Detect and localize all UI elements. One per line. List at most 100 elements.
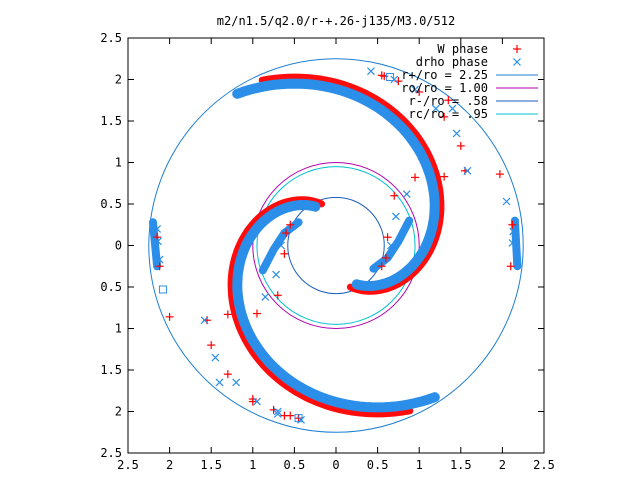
drho-phase-point	[154, 237, 162, 246]
w-phase-point	[155, 262, 164, 271]
circle-rc	[256, 166, 416, 325]
legend-plus-marker	[513, 45, 521, 53]
w-phase-point	[207, 341, 216, 350]
drho-phase-point	[253, 397, 261, 406]
spiral-arm-blue-0	[232, 78, 440, 291]
w-phase-point	[282, 229, 291, 238]
w-phase-point	[456, 141, 465, 150]
w-phase-point	[165, 312, 174, 321]
x-tick-label: 2	[499, 458, 506, 472]
w-phase-point	[383, 233, 392, 242]
w-phase-point	[495, 170, 504, 179]
w-phase-point	[273, 291, 282, 300]
legend-label-r-minus: r-/ro = .58	[409, 94, 488, 108]
legend-entry-rc: rc/ro = .95	[409, 107, 538, 121]
outer-segment-0	[510, 216, 522, 271]
w-phase-point	[223, 310, 232, 319]
drho-phase-point	[431, 104, 440, 113]
x-tick-label: 2	[166, 458, 173, 472]
spiral-arm-red-1	[227, 196, 414, 418]
legend-label-rc: rc/ro = .95	[409, 107, 488, 121]
w-phase-point	[440, 172, 449, 181]
drho-phase-point	[508, 239, 517, 247]
drho-phase-point	[502, 197, 511, 206]
y-tick-label: 2.5	[100, 31, 122, 45]
legend-label-drho-phase: drho phase	[416, 55, 488, 69]
legend-label-r-plus: r+/ro = 2.25	[401, 68, 488, 82]
y-tick-label: 0.5	[100, 197, 122, 211]
x-tick-label: 1.5	[450, 458, 472, 472]
w-phase-point	[248, 397, 257, 406]
drho-phase-point	[200, 316, 209, 325]
w-phase-point	[280, 411, 289, 420]
drho-phase-point	[509, 227, 518, 236]
circle-r-minus	[287, 196, 385, 295]
legend-entry-r-minus: r-/ro = .58	[409, 94, 538, 108]
legend-cross-marker	[513, 58, 521, 66]
y-tick-label: 1.5	[100, 363, 122, 377]
w-phase-point	[381, 253, 390, 262]
legend-marker-drho-phase	[513, 58, 521, 66]
w-phase-point	[444, 96, 453, 105]
w-phase-point	[377, 262, 386, 271]
drho-phase-point	[391, 212, 400, 221]
drho-phase-point	[273, 410, 282, 418]
w-phase-point	[440, 112, 449, 121]
w-phase-point	[286, 220, 295, 229]
w-phase-point	[415, 87, 424, 96]
w-phase-point	[223, 370, 232, 379]
w-phase-point	[390, 191, 399, 200]
square-point	[386, 73, 395, 82]
x-tick-label: 0.5	[284, 458, 306, 472]
reference-circles	[148, 58, 524, 433]
spiral-hook-0	[369, 216, 414, 273]
y-tick-label: 1.5	[100, 114, 122, 128]
w-phase-point	[411, 173, 420, 182]
drho-phase-point	[211, 353, 220, 362]
drho-phase-point	[402, 190, 411, 198]
legend-label-ro: ro/ro = 1.00	[401, 81, 488, 95]
w-phase-point	[508, 220, 517, 229]
legend-entry-ro: ro/ro = 1.00	[401, 81, 538, 95]
drho-phase-point	[463, 166, 472, 175]
x-tick-label: 1	[416, 458, 423, 472]
x-tick-label: 1.5	[200, 458, 222, 472]
w-phase-point	[280, 249, 289, 258]
drho-phase-point	[272, 270, 281, 279]
drho-phase-point	[390, 75, 399, 84]
y-tick-label: 2	[115, 405, 122, 419]
y-tick-label: 0	[115, 239, 122, 253]
y-tick-label: 1	[115, 322, 122, 336]
drho-phase-point	[153, 224, 162, 233]
circle-r-plus	[148, 58, 524, 433]
y-tick-label: 0.5	[100, 280, 122, 294]
drho-phase-point	[215, 378, 224, 387]
x-tick-label: 0.5	[367, 458, 389, 472]
spiral-arms	[148, 73, 522, 418]
legend-label-w-phase: W phase	[437, 42, 488, 56]
y-tick-label: 2.5	[100, 446, 122, 460]
x-tick-label: 0	[332, 458, 339, 472]
drho-phase-point	[273, 407, 282, 416]
square-point	[294, 414, 303, 423]
legend: W phase drho phase r+/ro = 2.25 ro/ro = …	[401, 42, 538, 121]
legend-marker-w-phase	[513, 45, 521, 53]
drho-phase-point	[232, 378, 241, 387]
drho-phase-point	[386, 241, 395, 250]
drho-phase-point	[155, 255, 164, 264]
x-tick-label: 2.5	[533, 458, 555, 472]
phase-points	[153, 67, 518, 424]
drho-phase-point	[448, 104, 457, 113]
legend-entry-w-phase: W phase	[437, 42, 521, 56]
circle-ro	[252, 162, 420, 329]
drho-phase-point	[277, 241, 286, 250]
w-phase-point	[252, 309, 261, 318]
y-axis-ticks: 2.5 2 1.5 1 0.5 0 0.5 1 1.5 2 2.5	[100, 31, 544, 460]
drho-phase-point	[452, 129, 461, 138]
x-axis-ticks: 2.5 2 1.5 1 0.5 0 0.5 1 1.5 2 2.5	[117, 38, 555, 472]
w-phase-point	[506, 262, 515, 271]
x-tick-label: 1	[249, 458, 256, 472]
legend-entry-r-plus: r+/ro = 2.25	[401, 68, 538, 82]
chart-title: m2/n1.5/q2.0/r-+.26-j135/M3.0/512	[217, 14, 455, 28]
